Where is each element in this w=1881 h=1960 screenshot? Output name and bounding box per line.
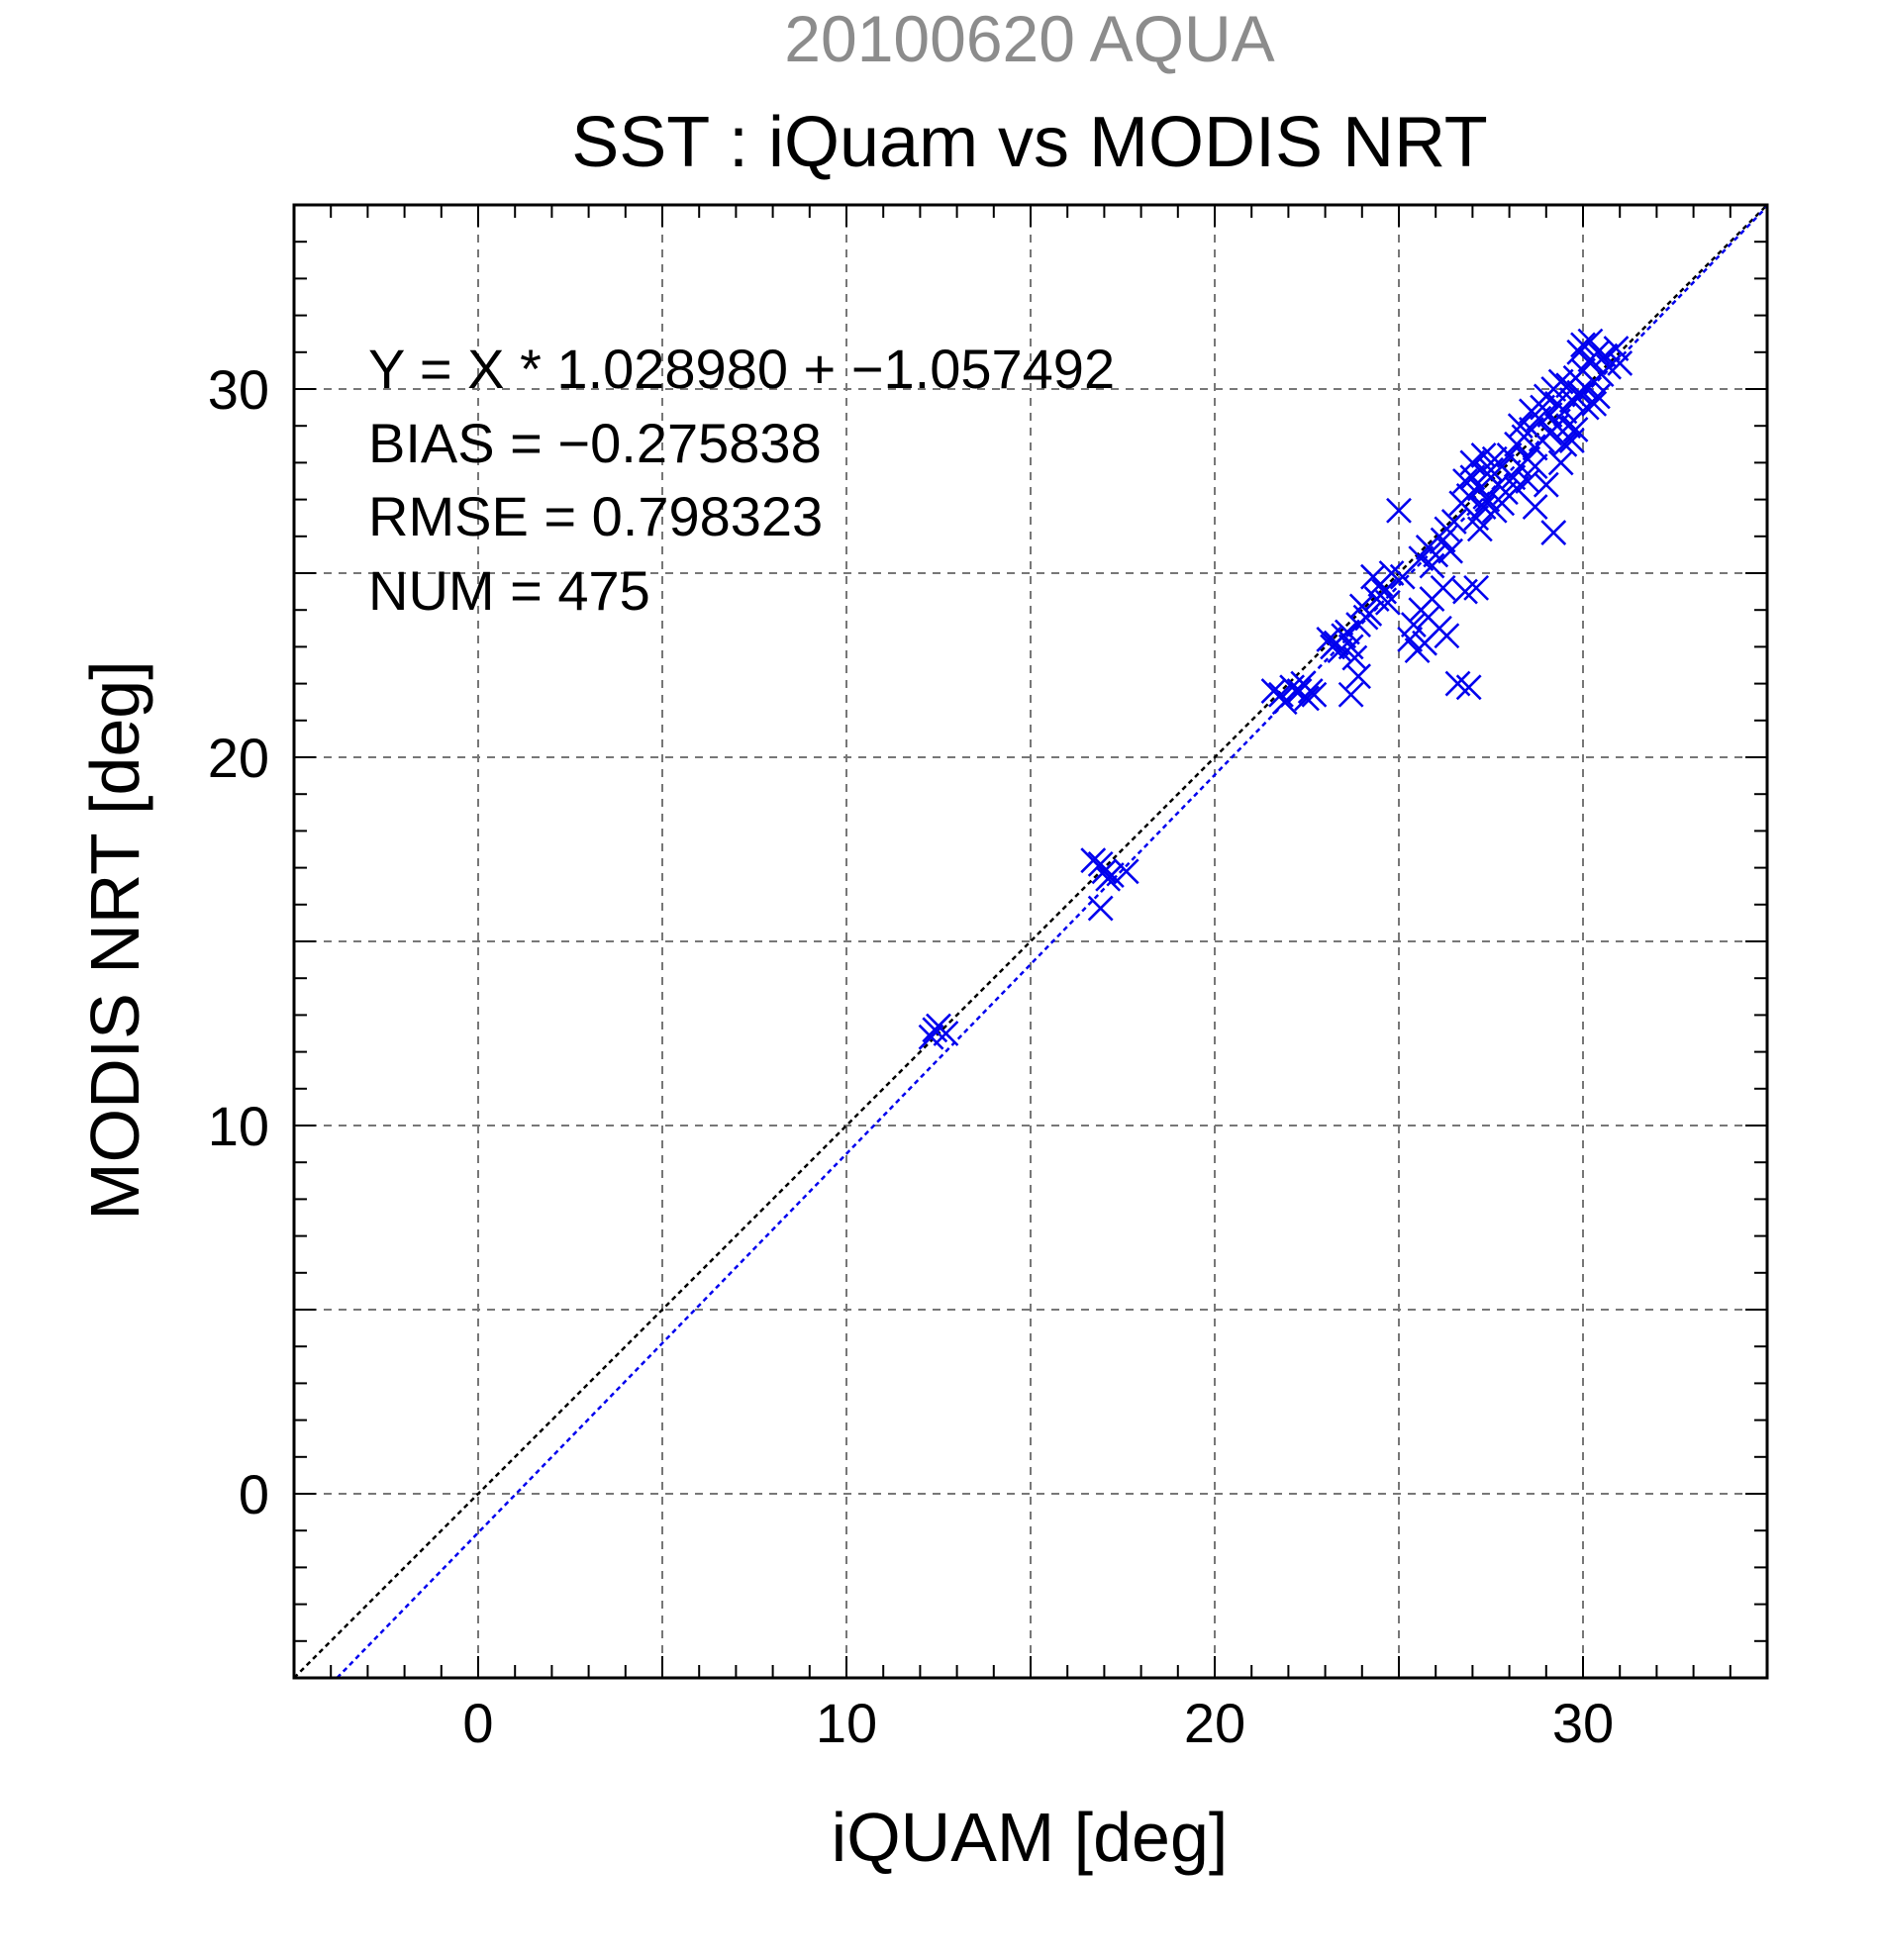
y-tick-label: 0 <box>239 1463 269 1525</box>
annotation-num: NUM = 475 <box>368 559 650 622</box>
data-point <box>1419 552 1445 579</box>
x-tick-label: 10 <box>816 1692 877 1754</box>
data-point <box>1397 627 1424 652</box>
data-point <box>1466 516 1493 542</box>
data-point <box>1533 471 1559 498</box>
annotation-bias: BIAS = −0.275838 <box>368 412 822 474</box>
data-point <box>1087 895 1114 922</box>
chart-supertitle: 20100620 AQUA <box>784 2 1274 75</box>
x-axis-label: iQUAM [deg] <box>832 1799 1229 1876</box>
data-point <box>1337 681 1364 708</box>
data-point <box>1408 545 1435 572</box>
data-point <box>1297 678 1324 704</box>
chart-title: SST : iQuam vs MODIS NRT <box>571 103 1488 182</box>
x-tick-label: 20 <box>1184 1692 1245 1754</box>
x-tick-label: 0 <box>462 1692 493 1754</box>
data-point <box>1452 468 1478 494</box>
data-point <box>1400 612 1427 637</box>
data-point <box>1603 336 1630 361</box>
stats-annotations: Y = X * 1.028980 + −1.057492 BIAS = −0.2… <box>368 338 1115 622</box>
data-point <box>1095 865 1122 892</box>
data-point <box>918 1024 944 1050</box>
data-point <box>1522 453 1548 480</box>
data-point <box>1551 398 1578 425</box>
data-point <box>1374 589 1401 616</box>
data-point <box>1536 402 1563 428</box>
data-point <box>1547 449 1574 476</box>
tick-labels: 0 10 20 30 0 10 20 30 <box>208 358 1614 1754</box>
data-point <box>1113 858 1139 885</box>
y-axis-label: MODIS NRT [deg] <box>76 660 153 1220</box>
data-point <box>1455 674 1482 701</box>
data-point <box>1566 339 1593 365</box>
data-point <box>1352 604 1379 631</box>
data-point <box>1434 623 1460 649</box>
data-point <box>1547 368 1574 395</box>
data-point <box>1570 332 1596 358</box>
reference-line-fit <box>336 205 1768 1679</box>
data-point <box>1463 574 1490 601</box>
data-point <box>1540 520 1567 545</box>
data-point <box>1581 390 1608 417</box>
axis-ticks <box>293 204 1768 1679</box>
y-tick-label: 10 <box>208 1095 269 1157</box>
data-point <box>933 1021 959 1046</box>
reference-lines <box>293 204 1768 1679</box>
data-point <box>1474 486 1501 513</box>
data-point <box>1327 637 1353 664</box>
data-point <box>1474 460 1501 487</box>
data-points <box>918 328 1634 1050</box>
x-tick-label: 30 <box>1552 1692 1614 1754</box>
data-point <box>1367 571 1394 598</box>
y-tick-label: 20 <box>208 727 269 789</box>
data-point <box>1522 494 1548 520</box>
y-tick-label: 30 <box>208 358 269 421</box>
data-point <box>1271 689 1298 716</box>
data-point <box>1294 685 1320 712</box>
annotation-rmse: RMSE = 0.798323 <box>368 485 823 547</box>
data-point <box>1562 417 1589 442</box>
data-point <box>1440 509 1467 535</box>
data-point <box>1584 383 1611 410</box>
data-point <box>1551 431 1578 457</box>
data-point <box>1430 574 1456 601</box>
data-point <box>1320 634 1345 660</box>
annotation-fit-equation: Y = X * 1.028980 + −1.057492 <box>368 338 1115 400</box>
data-point <box>1459 449 1486 476</box>
data-point <box>1507 413 1534 440</box>
data-point <box>1437 538 1463 564</box>
data-point <box>1345 663 1371 690</box>
data-point <box>1607 350 1634 376</box>
data-point <box>1091 858 1118 885</box>
data-point <box>1386 497 1412 524</box>
